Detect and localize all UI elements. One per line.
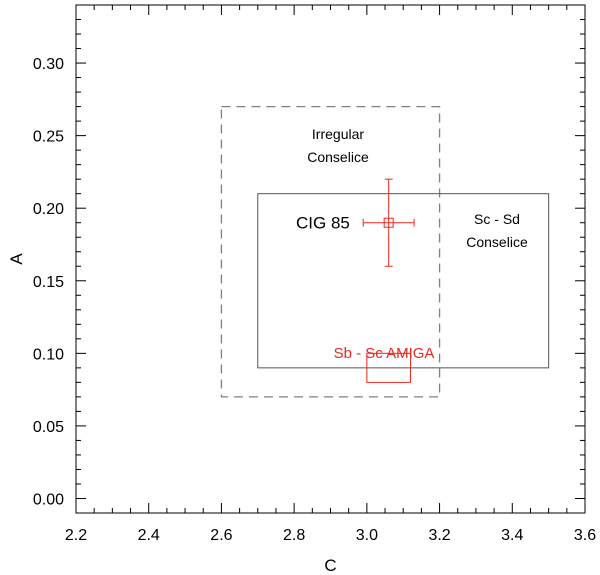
points: CIG 85 [296, 178, 415, 267]
y-tick-label: 0.05 [33, 419, 64, 436]
y-tick-label: 0.10 [33, 346, 64, 363]
x-tick-label: 2.8 [283, 527, 305, 544]
y-tick-label: 0.20 [33, 201, 64, 218]
x-tick-label: 2.6 [210, 527, 232, 544]
region-sc-sd [257, 193, 550, 369]
region-label-sc-sd: Sc - Sd [474, 211, 520, 227]
x-tick-label: 3.6 [574, 527, 596, 544]
region-label-sc-sd: Conselice [466, 234, 528, 250]
regions: Irregular Conselice Sc - Sd Conselice Sb - S… [220, 105, 550, 398]
y-tick-label: 0.25 [33, 129, 64, 146]
axis-ticks [75, 4, 586, 514]
region-label-sb-sc-amiga: Sb - Sc AMIGA [334, 345, 435, 362]
tick-labels: 2.2 2.4 2.6 2.8 3.0 3.2 3.4 3.6 0.00 0.05 0.10 0.15… [33, 56, 596, 544]
y-tick-label: 0.00 [33, 491, 64, 508]
y-tick-label: 0.30 [33, 56, 64, 73]
y-axis-label: A [7, 253, 26, 265]
x-tick-label: 2.2 [65, 527, 87, 544]
y-tick-label: 0.15 [33, 274, 64, 291]
region-sb-sc-amiga [366, 352, 411, 383]
x-tick-label: 2.4 [138, 527, 160, 544]
x-tick-label: 3.2 [428, 527, 450, 544]
x-tick-label: 3.4 [501, 527, 523, 544]
region-label-irregular: Conselice [307, 149, 369, 165]
region-label-irregular: Irregular [312, 126, 364, 142]
x-axis-label: C [324, 556, 336, 575]
plot-frame [75, 4, 586, 514]
region-irregular [220, 105, 441, 398]
point-label: CIG 85 [296, 214, 350, 233]
x-tick-label: 3.0 [356, 527, 378, 544]
data-point-marker [383, 217, 394, 228]
